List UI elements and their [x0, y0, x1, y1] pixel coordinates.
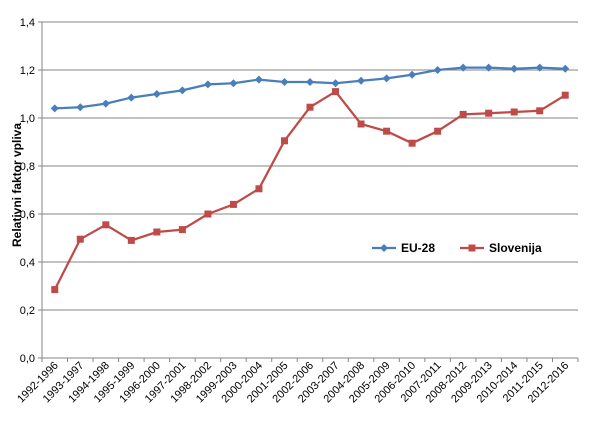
legend-label: Slovenija	[489, 241, 542, 255]
data-point	[536, 107, 544, 115]
data-point	[76, 235, 84, 243]
series-layer	[50, 63, 570, 294]
data-point	[254, 75, 263, 84]
legend-item: Slovenija	[460, 241, 542, 255]
data-point	[459, 110, 467, 118]
data-point	[178, 226, 186, 234]
series-line	[54, 66, 566, 110]
data-point	[332, 88, 340, 96]
legend-item: EU-28	[372, 241, 435, 255]
legend-label: EU-28	[401, 241, 435, 255]
data-point	[229, 79, 238, 88]
y-tick-label: 1,2	[20, 65, 35, 77]
data-point	[331, 79, 340, 88]
data-point	[50, 104, 59, 113]
data-point	[485, 109, 493, 117]
data-point	[229, 200, 237, 208]
data-point	[561, 91, 569, 99]
y-axis-label: Relativni faktor vpliva	[10, 123, 24, 247]
y-tick-label: 0,0	[20, 353, 35, 365]
data-point	[408, 139, 416, 147]
series-line	[53, 90, 566, 291]
series-eu-28	[50, 63, 570, 113]
y-tick-label: 1,4	[20, 17, 35, 29]
data-point	[204, 210, 212, 218]
y-tick-label: 1,0	[20, 113, 35, 125]
data-point	[280, 137, 288, 145]
data-point	[535, 63, 544, 72]
data-point	[76, 103, 85, 112]
data-point	[280, 78, 289, 86]
grid-lines	[42, 21, 578, 311]
y-tick-label: 0,4	[20, 257, 35, 269]
data-point	[382, 74, 391, 83]
data-point	[408, 70, 417, 79]
data-point	[510, 64, 519, 73]
data-point	[433, 66, 442, 74]
legend-marker	[380, 244, 388, 252]
data-point	[127, 93, 136, 102]
data-point	[178, 86, 187, 95]
data-point	[561, 64, 570, 73]
data-point	[306, 78, 314, 86]
data-point	[255, 185, 263, 193]
data-point	[484, 63, 493, 72]
data-point	[434, 127, 442, 135]
data-point	[306, 103, 314, 111]
legend: EU-28 Slovenija	[372, 241, 542, 255]
data-point	[51, 286, 59, 294]
legend-marker	[468, 244, 476, 252]
data-point	[357, 76, 366, 85]
data-point	[203, 80, 212, 89]
data-point	[510, 108, 518, 116]
y-tick-label: 0,2	[20, 305, 35, 317]
y-tick-label: 0,8	[20, 161, 35, 173]
series-slovenija	[51, 88, 569, 294]
y-tick-label: 0,6	[20, 209, 35, 221]
axes: 0,00,20,40,60,81,01,21,41992-19961993-19…	[15, 17, 579, 405]
data-point	[127, 236, 135, 244]
data-point	[152, 90, 161, 98]
data-point	[357, 120, 365, 128]
data-point	[383, 127, 391, 135]
data-point	[153, 228, 161, 236]
data-point	[459, 63, 468, 72]
data-point	[102, 221, 110, 229]
data-point	[101, 99, 110, 108]
